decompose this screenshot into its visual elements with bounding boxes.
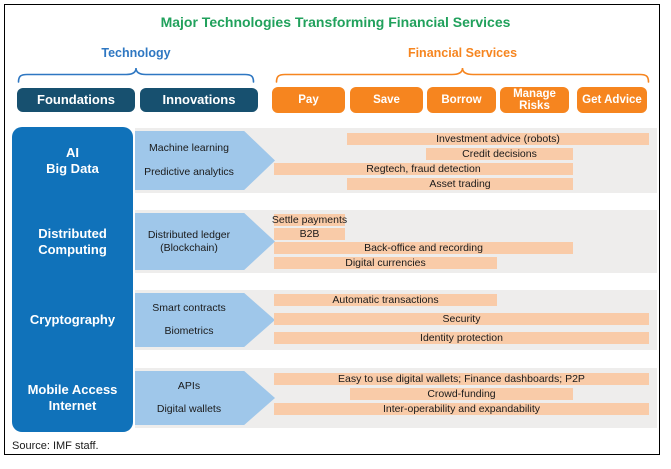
service-column-header-get-advice: Get Advice bbox=[577, 87, 647, 113]
service-bar: Easy to use digital wallets; Finance das… bbox=[274, 373, 649, 385]
innovation-label-line: APIs bbox=[177, 380, 201, 393]
service-column-header-save: Save bbox=[350, 87, 423, 113]
financial-services-brace-icon bbox=[275, 67, 650, 83]
innovation-arrow-ai-big-data: Machine learning Predictive analytics bbox=[135, 131, 275, 190]
service-bar: Settle payments bbox=[271, 214, 348, 226]
service-bar: Regtech, fraud detection bbox=[274, 163, 573, 175]
service-bar: Digital currencies bbox=[274, 257, 497, 269]
service-bar: Identity protection bbox=[274, 332, 649, 344]
innovation-label-line: Smart contracts bbox=[152, 302, 226, 315]
innovation-label: Predictive analytics bbox=[144, 166, 234, 179]
innovation-label: APIs bbox=[178, 380, 200, 393]
service-bar: Automatic transactions bbox=[274, 294, 497, 306]
service-column-header-manage-risks: Manage Risks bbox=[500, 87, 569, 113]
service-bar: Credit decisions bbox=[426, 148, 573, 160]
foundation-label-mobile-access-internet: Mobile Access Internet bbox=[12, 382, 133, 414]
foundation-label-cryptography: Cryptography bbox=[12, 312, 133, 328]
service-bar: Back-office and recording bbox=[274, 242, 573, 254]
technology-group-label: Technology bbox=[101, 46, 171, 60]
service-bar: B2B bbox=[274, 228, 345, 240]
foundation-label-line: Big Data bbox=[46, 160, 99, 176]
column-header-foundations: Foundations bbox=[17, 88, 135, 112]
innovation-label-line: Predictive analytics bbox=[144, 166, 234, 178]
foundation-label-ai-big-data: AI Big Data bbox=[12, 145, 133, 177]
technology-foundations-box bbox=[12, 127, 133, 432]
service-bar: Inter-operability and expandability bbox=[274, 403, 649, 415]
financial-services-group-label: Financial Services bbox=[407, 46, 518, 60]
foundation-label-line: Distributed bbox=[38, 225, 107, 241]
innovation-arrow-mobile-access-internet: APIs Digital wallets bbox=[135, 371, 275, 425]
service-column-header-borrow: Borrow bbox=[427, 87, 496, 113]
service-bar: Security bbox=[274, 313, 649, 325]
innovation-label-line: Digital wallets bbox=[156, 402, 222, 415]
foundation-label-line: Internet bbox=[48, 398, 97, 413]
foundation-label-line: AI bbox=[66, 144, 79, 160]
innovation-label-line: Distributed ledger bbox=[147, 228, 231, 241]
innovation-label-line: Biometrics bbox=[164, 324, 214, 337]
innovation-label: Digital wallets bbox=[157, 403, 221, 416]
innovation-label: Smart contracts bbox=[152, 302, 226, 315]
page-title: Major Technologies Transforming Financia… bbox=[160, 14, 511, 30]
innovation-label: Machine learning bbox=[149, 142, 229, 155]
innovation-arrow-cryptography: Smart contracts Biometrics bbox=[135, 293, 275, 347]
source-note: Source: IMF staff. bbox=[12, 440, 99, 452]
innovation-label: Biometrics bbox=[164, 325, 213, 338]
column-header-innovations: Innovations bbox=[140, 88, 258, 112]
innovation-label-line: Machine learning bbox=[149, 142, 229, 154]
innovation-arrow-distributed-computing: Distributed ledger (Blockchain) bbox=[135, 213, 275, 270]
service-column-header-pay: Pay bbox=[272, 87, 345, 113]
innovation-label: Distributed ledger (Blockchain) bbox=[148, 229, 230, 255]
innovation-label-line: (Blockchain) bbox=[160, 241, 218, 254]
foundation-label-line: Mobile Access bbox=[27, 382, 118, 397]
service-bar: Asset trading bbox=[347, 178, 573, 190]
foundation-label-line: Cryptography bbox=[29, 312, 116, 327]
foundation-label-line: Computing bbox=[38, 241, 107, 257]
foundation-label-distributed-computing: Distributed Computing bbox=[12, 226, 133, 258]
service-bar: Investment advice (robots) bbox=[347, 133, 649, 145]
service-bar: Crowd-funding bbox=[350, 388, 573, 400]
technology-brace-icon bbox=[17, 67, 255, 83]
